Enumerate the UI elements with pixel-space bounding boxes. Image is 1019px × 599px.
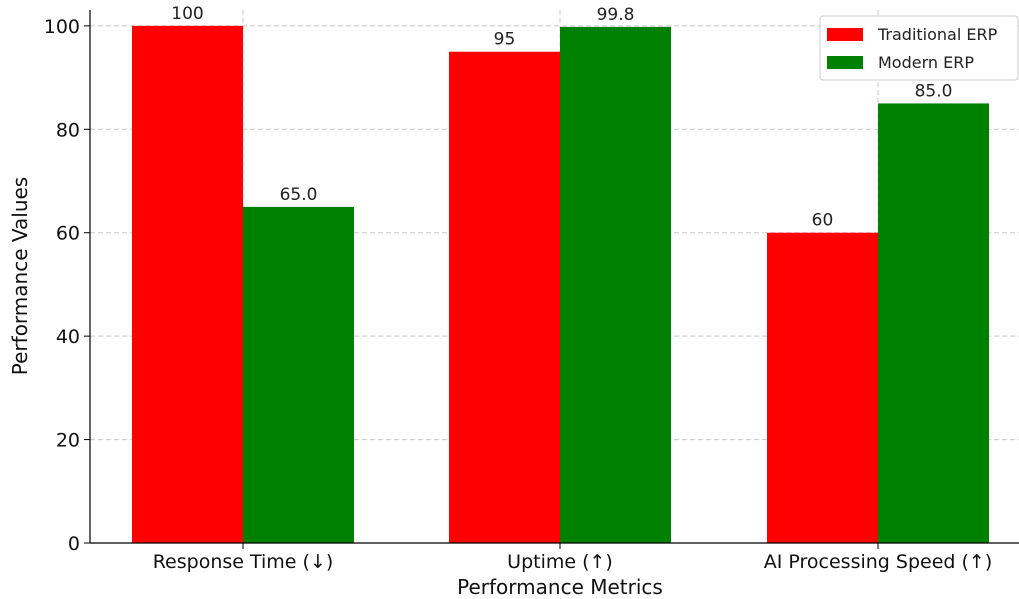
data-labels: 100 95 60 65.0 99.8 85.0 xyxy=(171,4,952,231)
bar-modern-2 xyxy=(878,103,989,543)
legend-box xyxy=(819,15,1019,81)
legend-label-modern: Modern ERP xyxy=(878,53,974,72)
bar-traditional-2 xyxy=(767,232,878,543)
data-label: 100 xyxy=(171,4,203,24)
legend-swatch-modern xyxy=(827,56,863,69)
data-label: 65.0 xyxy=(280,185,318,205)
bar-traditional-0 xyxy=(132,25,243,544)
axes xyxy=(89,10,1019,544)
x-tick-label: Uptime (↑) xyxy=(507,551,613,573)
y-tick-label: 60 xyxy=(56,223,80,245)
bar-modern-0 xyxy=(243,206,354,543)
y-tick-label: 0 xyxy=(68,533,80,555)
data-label: 95 xyxy=(494,30,516,50)
legend-swatch-traditional xyxy=(827,28,863,41)
data-label: 99.8 xyxy=(597,5,635,25)
y-tick-label: 20 xyxy=(56,430,80,452)
data-label: 85.0 xyxy=(915,81,953,101)
x-tick-label: Response Time (↓) xyxy=(153,551,334,573)
x-tick-label: AI Processing Speed (↑) xyxy=(764,551,992,573)
bar-traditional-1 xyxy=(449,51,560,543)
bar-modern-1 xyxy=(560,26,671,544)
bars xyxy=(132,25,989,544)
y-tick-label: 40 xyxy=(56,326,80,348)
legend: Traditional ERP Modern ERP xyxy=(819,15,1019,81)
y-tick-label: 80 xyxy=(56,119,80,141)
x-axis-title: Performance Metrics xyxy=(457,575,663,599)
data-label: 60 xyxy=(812,211,834,231)
legend-label-traditional: Traditional ERP xyxy=(877,25,998,44)
y-tick-labels: 0 20 40 60 80 100 xyxy=(44,16,90,555)
y-axis-title: Performance Values xyxy=(8,177,32,375)
y-tick-label: 100 xyxy=(44,16,80,38)
x-tick-labels: Response Time (↓) Uptime (↑) AI Processing… xyxy=(153,543,992,573)
